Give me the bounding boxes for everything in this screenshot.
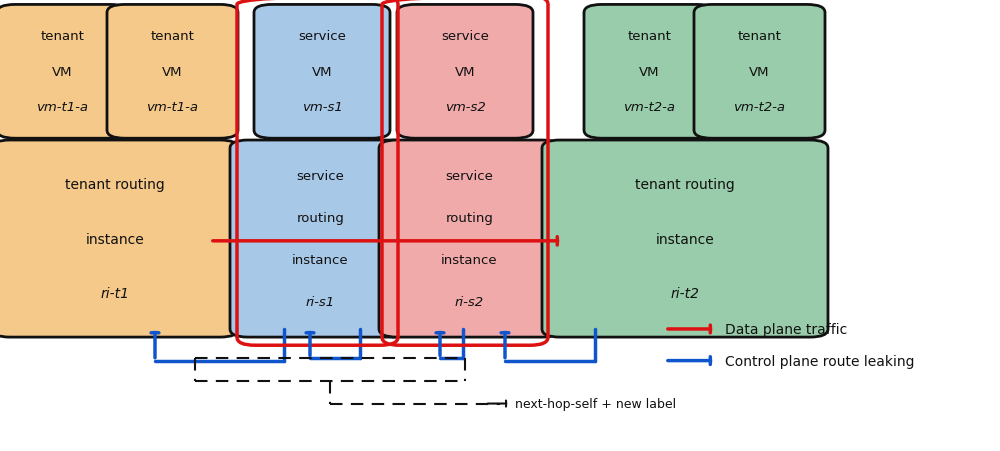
FancyBboxPatch shape	[379, 141, 560, 337]
FancyBboxPatch shape	[542, 141, 828, 337]
Text: tenant: tenant	[41, 30, 84, 43]
Text: VM: VM	[52, 66, 73, 78]
Text: vm-t2-a: vm-t2-a	[624, 101, 676, 114]
Text: ri-t2: ri-t2	[670, 287, 700, 301]
FancyBboxPatch shape	[397, 5, 533, 139]
Text: ri-t1: ri-t1	[100, 287, 130, 301]
Text: tenant: tenant	[628, 30, 671, 43]
Text: vm-t1-a: vm-t1-a	[36, 101, 88, 114]
Text: VM: VM	[162, 66, 183, 78]
FancyBboxPatch shape	[107, 5, 238, 139]
Text: VM: VM	[455, 66, 475, 78]
Text: routing: routing	[297, 212, 344, 225]
FancyBboxPatch shape	[254, 5, 390, 139]
Text: Control plane route leaking: Control plane route leaking	[725, 354, 914, 368]
Text: instance: instance	[441, 253, 498, 267]
Bar	[210, 229, 810, 253]
Text: service: service	[298, 30, 346, 43]
Text: vm-t2-a: vm-t2-a	[734, 101, 786, 114]
Text: tenant routing: tenant routing	[635, 177, 735, 191]
FancyBboxPatch shape	[230, 141, 411, 337]
Text: instance: instance	[656, 232, 714, 246]
FancyBboxPatch shape	[694, 5, 825, 139]
Text: tenant: tenant	[738, 30, 781, 43]
Text: tenant routing: tenant routing	[65, 177, 165, 191]
Text: service: service	[441, 30, 489, 43]
Text: Data plane traffic: Data plane traffic	[725, 322, 847, 336]
Text: instance: instance	[86, 232, 144, 246]
Text: service: service	[297, 170, 344, 183]
Text: VM: VM	[639, 66, 660, 78]
Text: vm-t1-a: vm-t1-a	[146, 101, 198, 114]
FancyBboxPatch shape	[584, 5, 715, 139]
Text: ri-s1: ri-s1	[306, 295, 335, 308]
Text: instance: instance	[292, 253, 349, 267]
Text: next-hop-self + new label: next-hop-self + new label	[515, 397, 676, 410]
Text: tenant: tenant	[151, 30, 194, 43]
FancyBboxPatch shape	[0, 5, 128, 139]
Text: VM: VM	[312, 66, 332, 78]
Text: service: service	[446, 170, 493, 183]
Text: vm-s1: vm-s1	[302, 101, 342, 114]
FancyBboxPatch shape	[0, 141, 238, 337]
Text: ri-s2: ri-s2	[455, 295, 484, 308]
Text: vm-s2: vm-s2	[445, 101, 485, 114]
Text: routing: routing	[446, 212, 493, 225]
Text: VM: VM	[749, 66, 770, 78]
